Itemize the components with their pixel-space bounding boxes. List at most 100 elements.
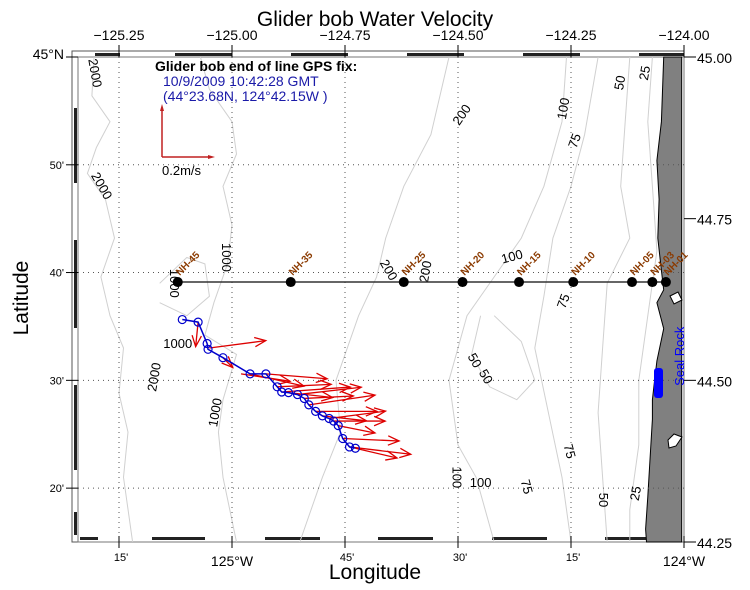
gps-fix-position: (44°23.68N, 124°42.15W )	[163, 88, 328, 104]
contour-label: 2000	[88, 170, 115, 203]
contour-label: 75	[565, 131, 584, 150]
tick-label-top: −124.75	[320, 27, 371, 43]
tick-label-top: −124.50	[433, 27, 484, 43]
velocity-arrowhead	[319, 379, 333, 391]
velocity-arrowhead	[365, 406, 379, 417]
coastline-land	[645, 56, 683, 543]
contour-label: 25	[636, 65, 653, 82]
isobath-8	[629, 57, 658, 542]
glider-track	[177, 314, 360, 453]
station-marker	[172, 277, 183, 288]
frame-bar-bottom	[378, 537, 433, 540]
contour-label: 50	[465, 350, 485, 370]
velocity-arrowhead	[254, 336, 268, 348]
map-frame	[71, 50, 685, 543]
tick-label-top: −124.00	[659, 27, 710, 43]
track-point	[218, 353, 228, 363]
tick-label-bottom: 15'	[114, 552, 128, 564]
track-point	[311, 406, 321, 416]
track-point	[338, 433, 348, 444]
velocity-arrowhead	[373, 415, 387, 427]
frame-bar-bottom	[265, 537, 320, 540]
frame-bar-left	[74, 108, 77, 183]
frame-bar-top	[639, 53, 684, 56]
station-marker	[568, 277, 579, 288]
station-label: NH-35	[287, 250, 316, 279]
velocity-arrowhead	[221, 356, 234, 369]
track-point	[202, 338, 212, 349]
frame-bar-bottom	[492, 537, 547, 540]
track-point	[245, 369, 255, 379]
track-point	[272, 382, 282, 392]
velocity-vector	[338, 424, 376, 434]
contour-label: 200	[416, 260, 435, 284]
contour-label: 25	[627, 485, 644, 502]
velocity-vector	[288, 391, 333, 399]
station-marker	[398, 277, 409, 288]
tick-label-left: 30'	[50, 375, 64, 387]
isobath-0	[86, 57, 134, 542]
frame-bar-top	[175, 53, 232, 56]
seal-rock-marker	[654, 368, 663, 398]
isobath-6	[597, 57, 631, 542]
tick-label-bottom: 125°W	[211, 553, 254, 569]
station-label: NH-45	[174, 250, 203, 279]
frame-bar-left	[74, 512, 77, 535]
velocity-vector	[277, 383, 332, 388]
frame-bar-bottom	[80, 537, 98, 540]
contour-label: 50	[596, 493, 611, 507]
tick-label-top: −125.25	[94, 27, 145, 43]
frame-bar-bottom	[605, 537, 650, 540]
scale-arrowhead-east	[208, 155, 215, 159]
track-point	[283, 388, 294, 398]
velocity-vector	[308, 394, 376, 406]
velocity-arrowhead	[338, 382, 352, 394]
contour-label: 75	[518, 478, 536, 496]
velocity-arrowhead	[399, 447, 413, 459]
velocity-vector	[329, 410, 386, 420]
station-marker	[660, 277, 671, 288]
track-point	[277, 387, 287, 397]
isobath-5	[534, 57, 599, 542]
frame-bar-top	[407, 53, 464, 56]
velocity-vector	[355, 447, 398, 459]
velocity-arrowhead	[278, 374, 292, 385]
station-marker	[285, 277, 296, 288]
contour-label: 100	[554, 97, 573, 121]
isobath-1	[199, 57, 238, 542]
frame-bar-top	[95, 53, 120, 56]
tick-label-bottom: 124°W	[663, 553, 706, 569]
frame-bar-bottom	[152, 537, 205, 540]
velocity-vector	[249, 373, 305, 387]
x-axis-label: Longitude	[328, 561, 422, 584]
velocity-vector	[342, 437, 400, 442]
contour-label: 2000	[144, 361, 164, 392]
tick-label-bottom: 45'	[340, 552, 354, 564]
station-marker	[627, 277, 638, 288]
station-marker	[514, 277, 525, 288]
annotations: Seal Rock	[654, 326, 687, 398]
scale-vector	[160, 104, 215, 159]
frame-inner	[77, 56, 685, 543]
frame-bar-top	[523, 53, 580, 56]
velocity-arrowhead	[363, 425, 377, 437]
velocity-vector	[297, 386, 362, 396]
gps-fix-time: 10/9/2009 10:42:28 GMT	[163, 73, 319, 89]
scale-arrowhead-north	[160, 104, 164, 111]
station-marker	[457, 277, 468, 288]
track-point	[304, 400, 314, 410]
track-point	[177, 314, 187, 325]
velocity-vectors	[191, 322, 413, 461]
station-label: NH-10	[570, 250, 599, 279]
isobath-2	[159, 256, 210, 317]
isobath-7	[471, 315, 536, 401]
velocity-arrowhead	[387, 435, 401, 446]
bathymetry-contours	[86, 57, 658, 542]
contour-label: 1000	[163, 336, 192, 351]
contour-label: 50	[611, 74, 628, 91]
velocity-vector	[209, 340, 266, 349]
tick-label-right: 45.00	[697, 50, 732, 66]
velocity-vector	[322, 415, 367, 422]
contour-label: 75	[561, 442, 579, 460]
